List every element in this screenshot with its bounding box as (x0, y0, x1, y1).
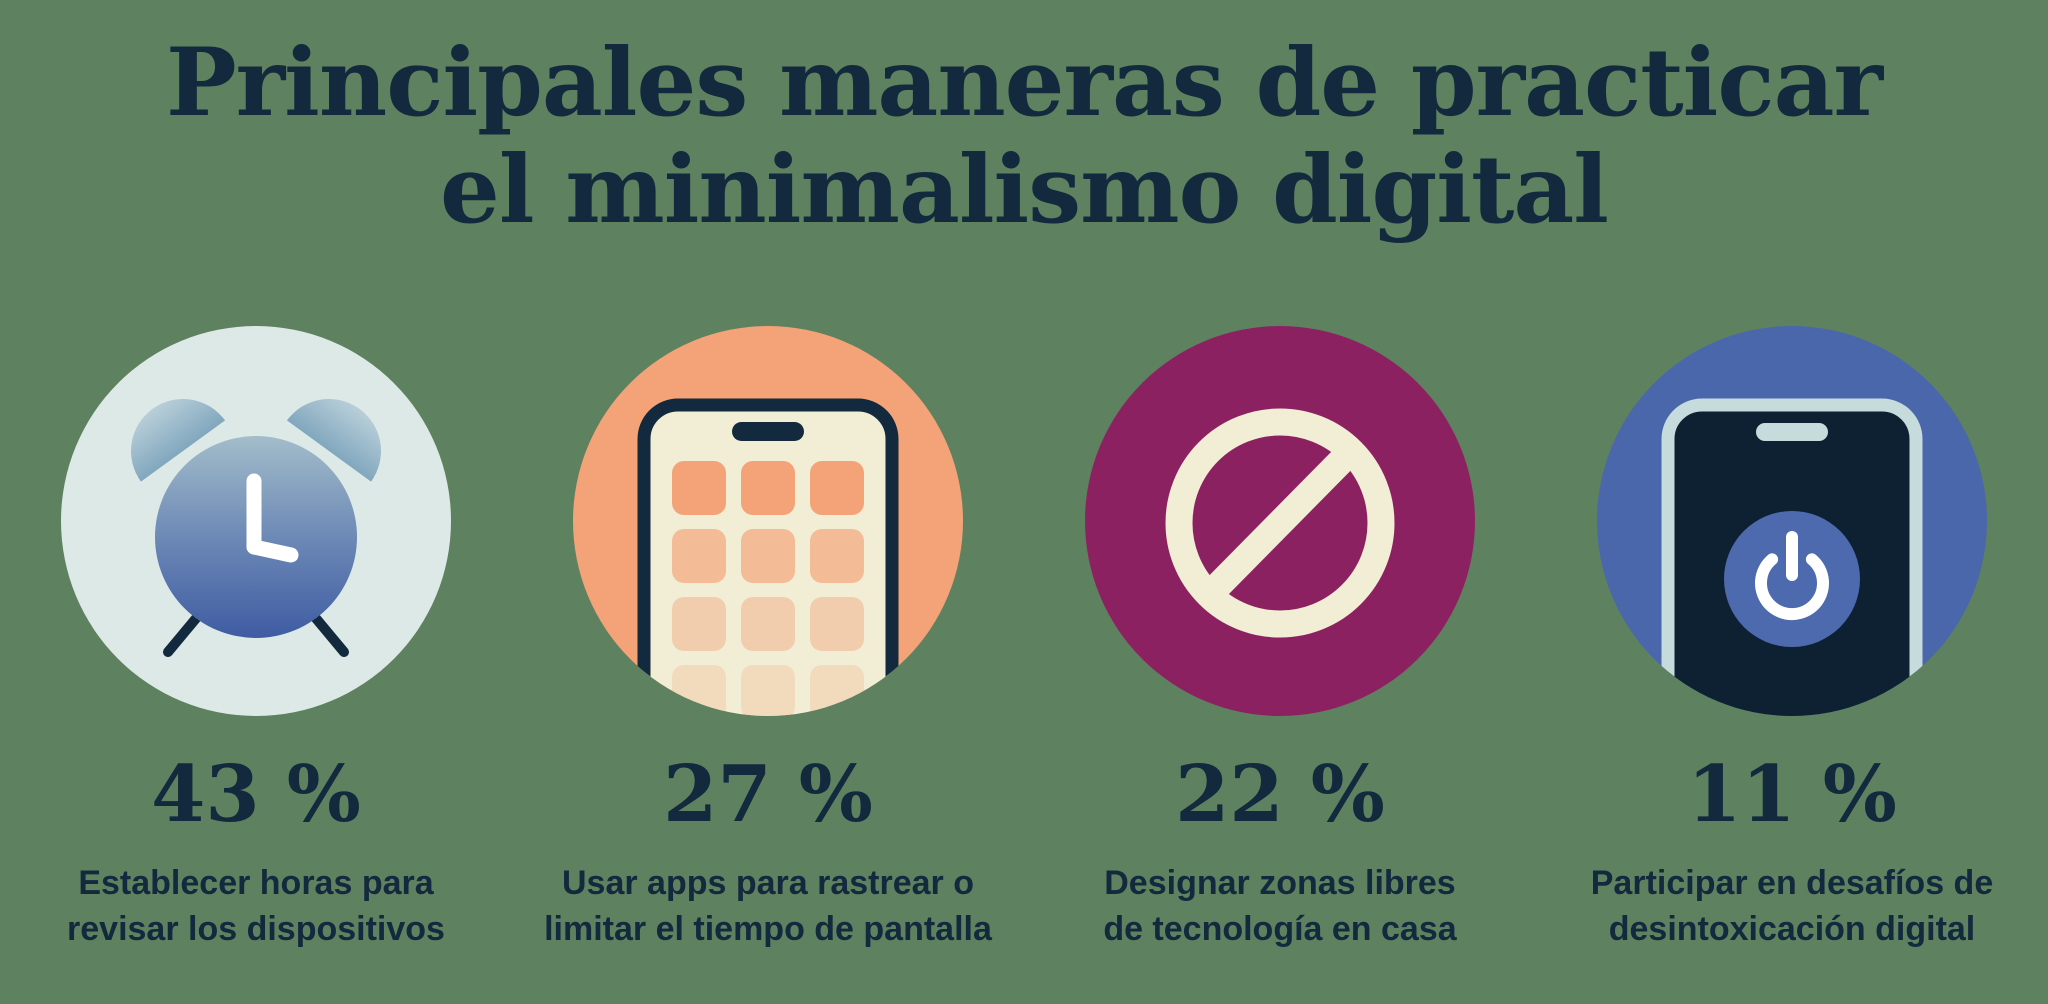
stat-cards-row: 43 % Establecer horas para revisar los di… (0, 326, 2048, 952)
prohibition-symbol (1165, 408, 1395, 638)
phone-notch (732, 422, 804, 442)
stat-value: 22 % (1175, 749, 1385, 841)
stat-card-tech-free-zones: 22 % Designar zonas libres de tecnología … (1024, 326, 1536, 952)
page-title-line1: Principales maneras de practicar (165, 28, 1883, 138)
stat-value: 11 % (1687, 749, 1897, 841)
stat-caption: Usar apps para rastrear o limitar el tiem… (544, 864, 992, 949)
page-title-line2: el minimalismo digital (440, 135, 1609, 246)
stat-value: 27 % (663, 749, 873, 841)
stat-value: 43 % (151, 749, 361, 841)
power-icon (1755, 531, 1829, 621)
alarm-clock-bells (131, 399, 381, 482)
stat-card-tracking-apps: 27 % Usar apps para rastrear o limitar el… (512, 326, 1024, 952)
power-phone-icon (1597, 326, 1987, 717)
alarm-clock-legs (163, 611, 349, 658)
stat-caption: Designar zonas libres de tecnología en ca… (1103, 864, 1457, 949)
phone-notch (1756, 423, 1828, 442)
app-grid (672, 461, 864, 717)
page-title: Principales maneras de practicar el minim… (0, 0, 2048, 244)
apps-phone-icon (573, 326, 963, 717)
clock-hands (246, 473, 299, 563)
stat-card-detox-challenges: 11 % Participar en desafíos de desintoxic… (1536, 326, 2048, 952)
stat-card-set-hours: 43 % Establecer horas para revisar los di… (0, 326, 512, 952)
no-sign-icon (1085, 326, 1475, 717)
stat-caption: Participar en desafíos de desintoxicación… (1590, 864, 1994, 949)
alarm-clock-icon (61, 326, 451, 717)
stat-caption: Establecer horas para revisar los disposi… (67, 864, 445, 949)
